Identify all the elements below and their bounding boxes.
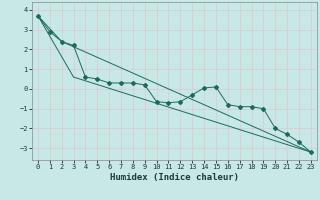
X-axis label: Humidex (Indice chaleur): Humidex (Indice chaleur) [110,173,239,182]
